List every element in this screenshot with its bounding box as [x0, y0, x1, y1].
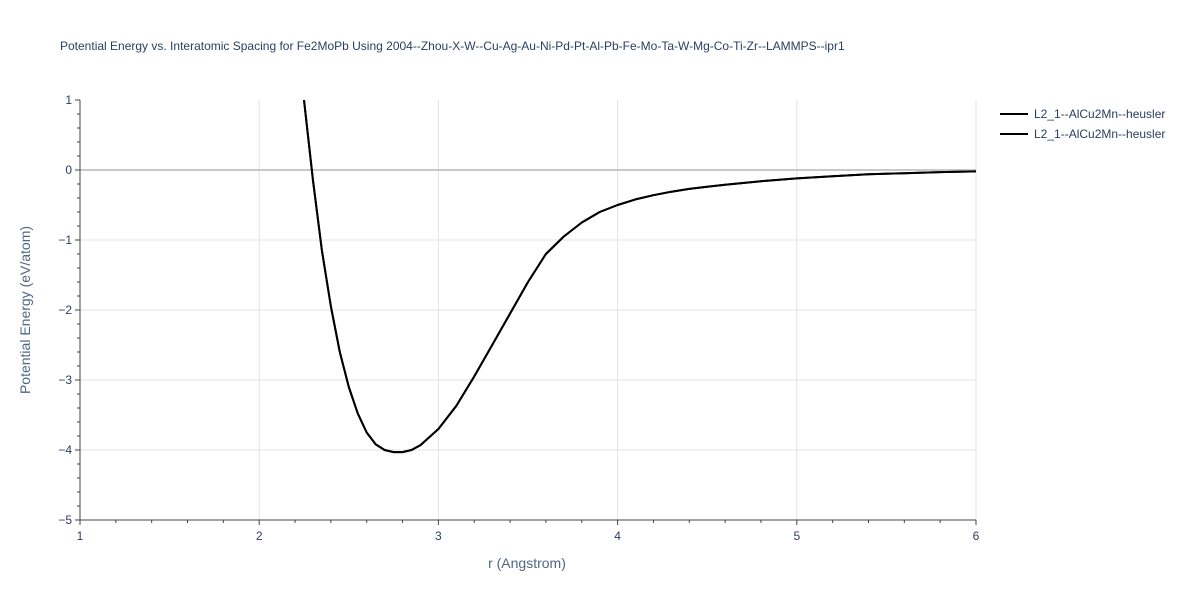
y-tick-label: −1: [58, 233, 72, 247]
series-layer: [303, 100, 976, 454]
series-line-2: [303, 100, 976, 454]
x-tick-label: 1: [77, 529, 84, 543]
chart-title: Potential Energy vs. Interatomic Spacing…: [60, 39, 845, 53]
y-tick-label: −3: [58, 373, 72, 387]
x-tick-label: 6: [973, 529, 980, 543]
legend-label: L2_1--AlCu2Mn--heusler: [1034, 107, 1165, 121]
grid: [80, 100, 977, 520]
y-tick-label: −2: [58, 303, 72, 317]
x-tick-label: 2: [256, 529, 263, 543]
y-tick-label: −4: [58, 443, 72, 457]
y-tick-label: 0: [65, 163, 72, 177]
x-tick-label: 4: [614, 529, 621, 543]
y-axis-title: Potential Energy (eV/atom): [17, 226, 33, 394]
y-tick-label: 1: [65, 93, 72, 107]
legend: L2_1--AlCu2Mn--heusler L2_1--AlCu2Mn--heu…: [1000, 107, 1165, 141]
x-tick-label: 5: [793, 529, 800, 543]
x-axis-title: r (Angstrom): [488, 555, 566, 571]
x-tick-label: 3: [435, 529, 442, 543]
axes: 1 2 3 4 5 6 1 0 −1 −2 −3 −4 −5: [58, 93, 979, 543]
y-tick-label: −5: [58, 513, 72, 527]
legend-label: L2_1--AlCu2Mn--heusler: [1034, 127, 1165, 141]
